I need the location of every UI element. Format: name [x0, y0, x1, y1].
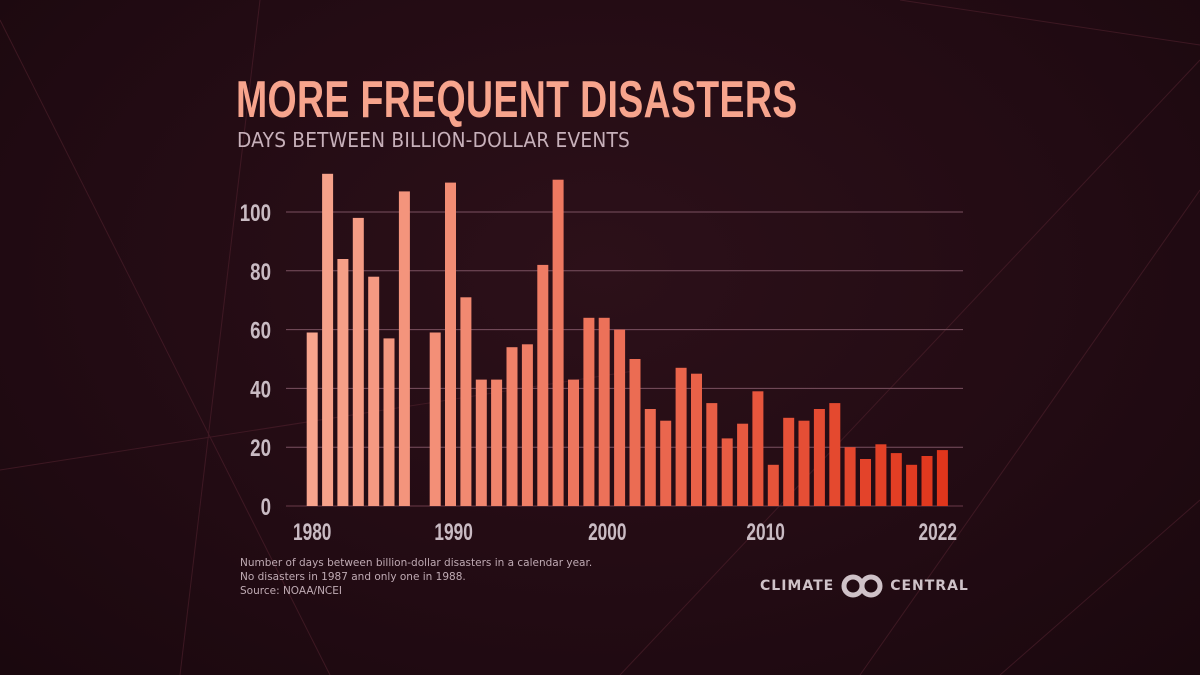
- bg-line: [899, 0, 1200, 46]
- bar-1993: [491, 379, 503, 506]
- climate-central-logo: CLIMATE CENTRAL: [760, 574, 969, 598]
- x-tick-label: 2010: [746, 519, 784, 545]
- logo-left-word: CLIMATE: [760, 578, 835, 594]
- bar-2011: [767, 464, 779, 506]
- bar-2008: [721, 438, 733, 506]
- bar-1990: [445, 182, 456, 506]
- bar-1982: [337, 259, 349, 506]
- bar-2002: [629, 359, 641, 506]
- bar-2005: [675, 367, 687, 506]
- bg-line: [0, 369, 641, 471]
- interlocking-rings-icon: [841, 574, 883, 598]
- note-definition: Number of days between billion-dollar di…: [240, 557, 593, 569]
- bar-2017: [860, 459, 871, 506]
- note-source: Source: NOAA/NCEI: [240, 585, 342, 597]
- bg-line: [0, 19, 331, 675]
- bar-1995: [521, 344, 533, 506]
- y-tick-label: 100: [240, 200, 271, 227]
- bar-2020: [906, 464, 918, 506]
- bar-2021: [921, 456, 933, 506]
- bar-2016: [844, 447, 856, 506]
- bar-2000: [598, 317, 610, 506]
- bg-line: [859, 189, 1200, 675]
- chart-notes: Number of days between billion-dollar di…: [240, 556, 592, 598]
- y-tick-label: 80: [250, 259, 271, 286]
- bar-2013: [798, 420, 810, 506]
- bar-1991: [460, 297, 472, 506]
- bar-1980: [306, 332, 318, 506]
- bar-2003: [644, 409, 656, 506]
- bg-line: [179, 0, 261, 675]
- bar-2022: [936, 450, 948, 506]
- bar-2004: [660, 420, 672, 506]
- bar-1985: [383, 338, 395, 506]
- bar-2014: [813, 409, 825, 506]
- logo-right-word: CENTRAL: [890, 578, 969, 594]
- x-tick-label: 2022: [919, 519, 957, 545]
- x-tick-label: 1980: [293, 519, 331, 545]
- chart-subtitle: DAYS BETWEEN BILLION-DOLLAR EVENTS: [237, 128, 630, 152]
- bar-2018: [875, 444, 887, 506]
- bar-2009: [737, 423, 749, 506]
- bar-1984: [368, 276, 380, 506]
- bar-1999: [583, 317, 595, 506]
- x-tick-label: 1990: [434, 519, 472, 545]
- bar-2010: [752, 391, 764, 506]
- bar-2015: [829, 403, 841, 506]
- note-exceptions: No disasters in 1987 and only one in 198…: [240, 571, 466, 583]
- y-tick-label: 60: [250, 317, 271, 344]
- bar-1998: [568, 379, 579, 506]
- bar-1994: [506, 347, 518, 506]
- bar-2006: [691, 373, 702, 506]
- chart-title: MORE FREQUENT DISASTERS: [236, 71, 798, 129]
- y-axis-ticks: 0 20 40 60 80 100: [240, 200, 271, 521]
- y-tick-label: 20: [250, 435, 271, 462]
- x-axis-ticks: 1980 1990 2000 2010 2022: [293, 519, 957, 545]
- bar-1997: [552, 179, 564, 506]
- bar-2019: [890, 453, 902, 506]
- bg-line: [619, 59, 1200, 675]
- bar-1989: [429, 332, 441, 506]
- x-tick-label: 2000: [588, 519, 626, 545]
- bar-1986: [398, 191, 410, 506]
- bars: [306, 173, 948, 507]
- bar-2007: [706, 403, 718, 506]
- bar-2001: [614, 329, 626, 506]
- bar-2012: [783, 417, 795, 506]
- bar-1992: [475, 379, 487, 506]
- bar-1981: [322, 173, 334, 507]
- bar-1983: [352, 217, 364, 506]
- bar-1996: [537, 264, 549, 506]
- y-tick-label: 0: [261, 494, 271, 521]
- bg-line: [999, 499, 1200, 675]
- y-tick-label: 40: [250, 376, 271, 403]
